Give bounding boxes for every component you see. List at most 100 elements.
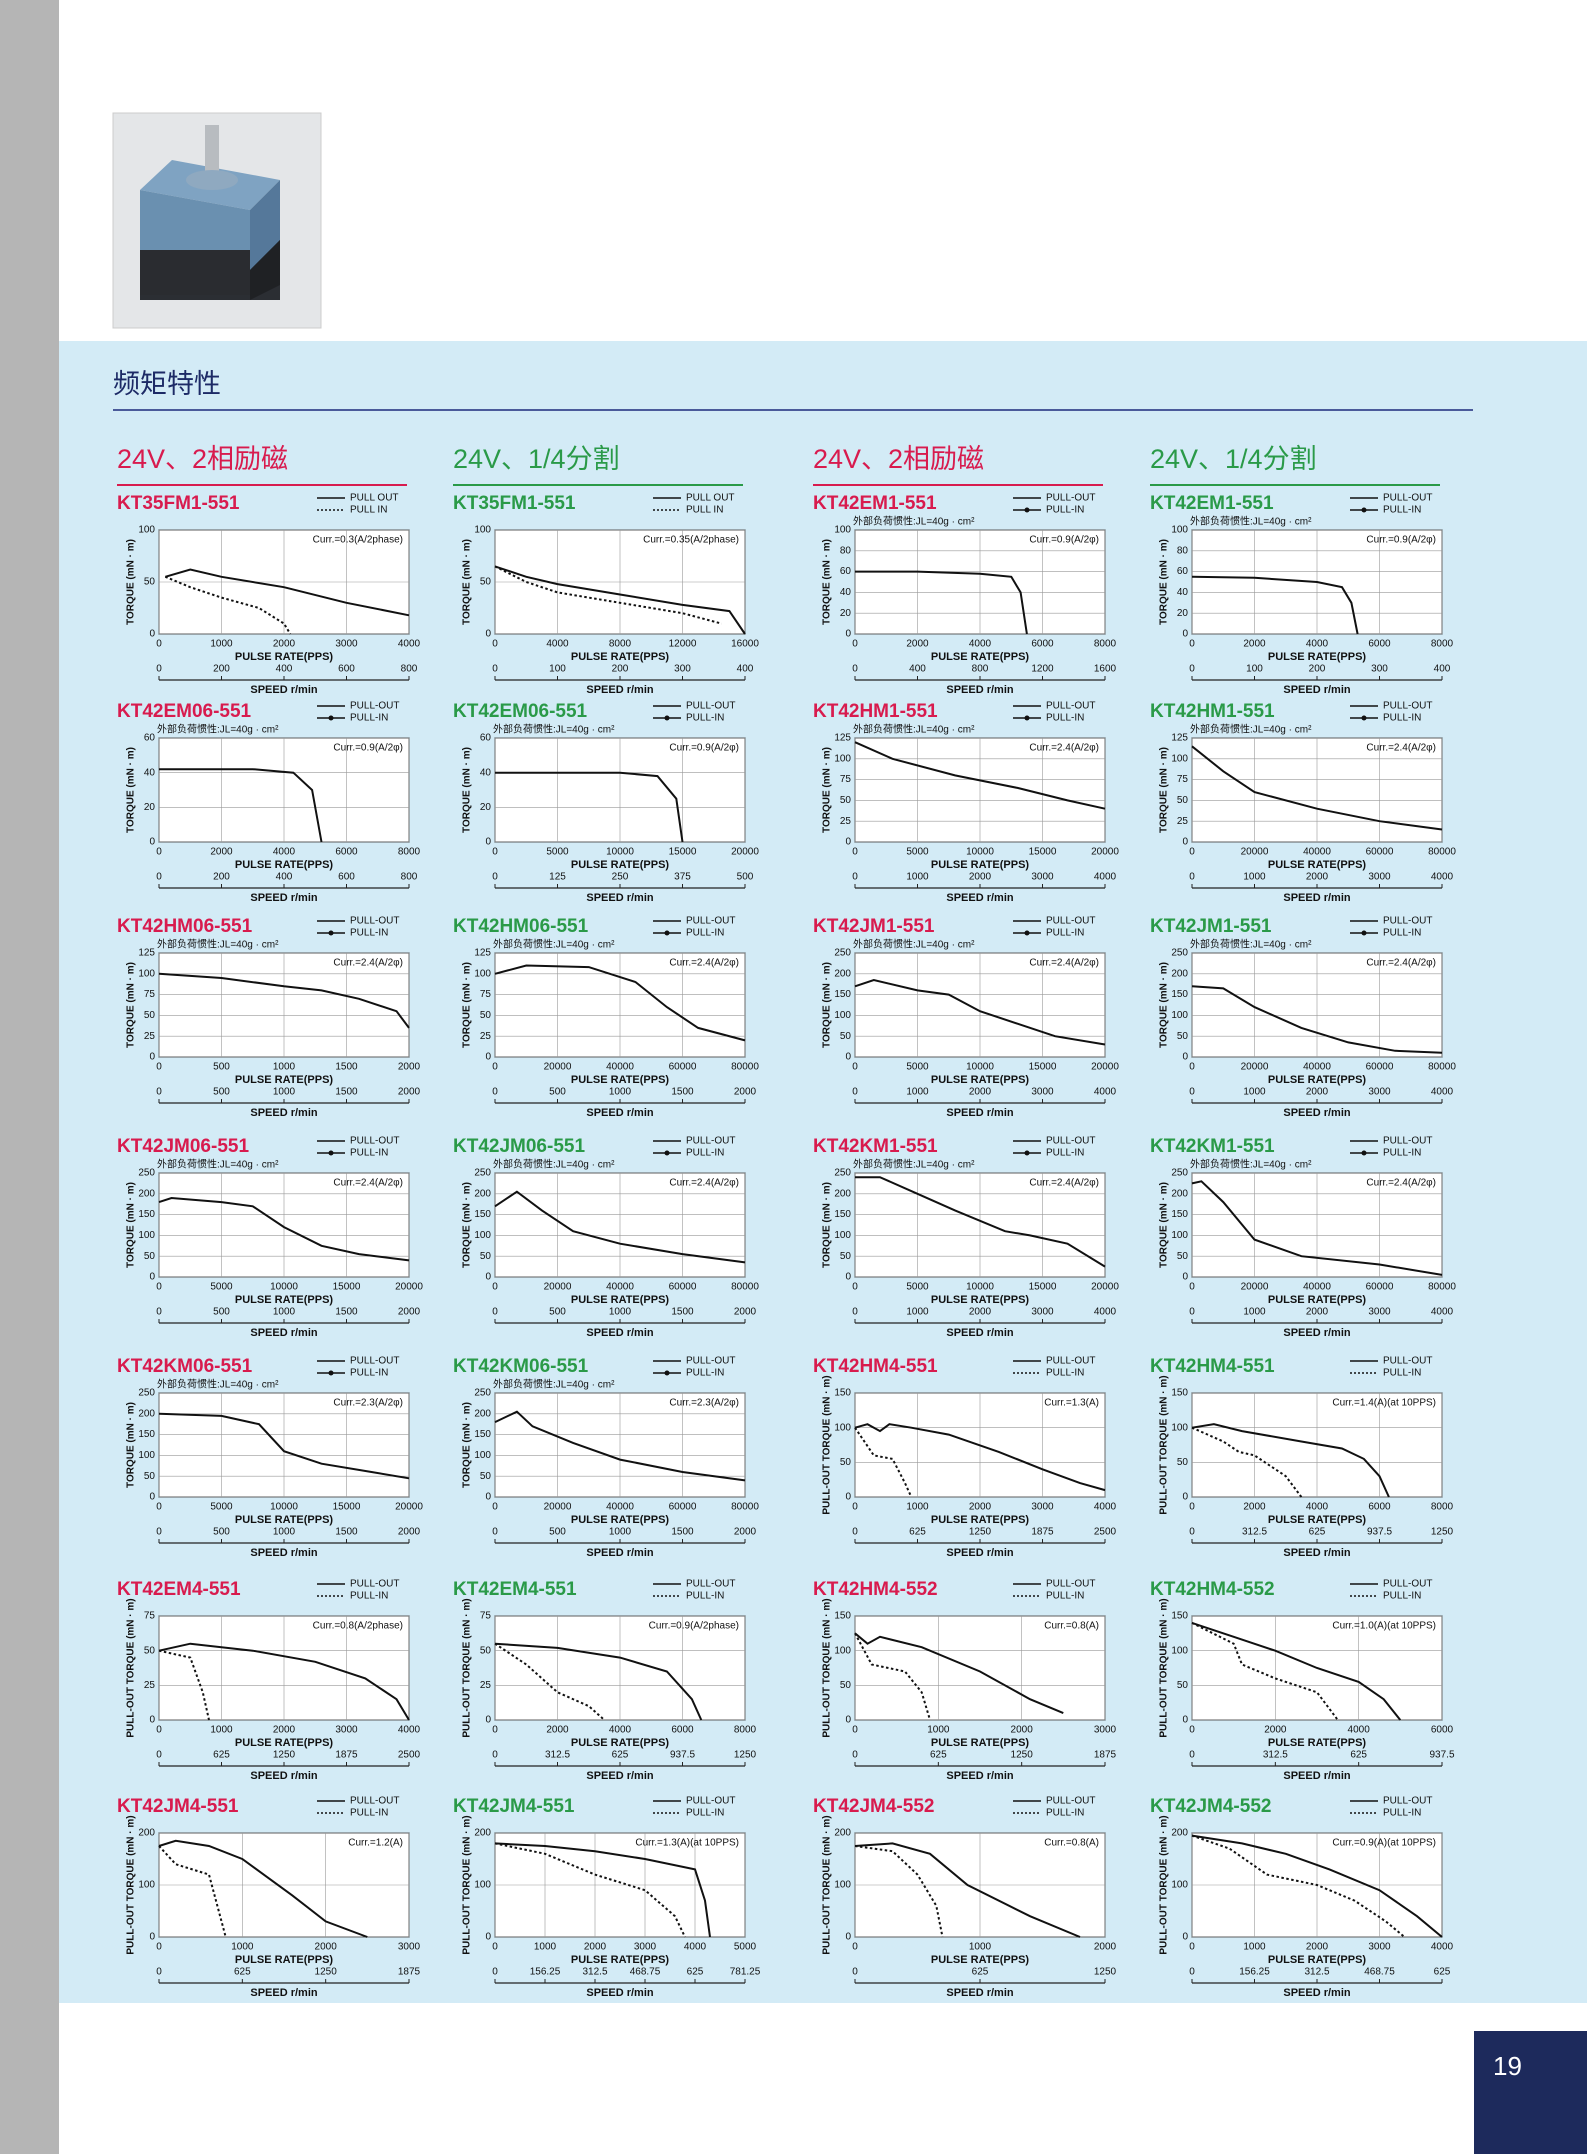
current-note: Curr.=0.9(A/2φ)	[333, 743, 403, 754]
speed-axis-label: SPEED r/min	[586, 892, 654, 904]
x-tick-label: 0	[492, 1062, 498, 1073]
x-axis-label: PULSE RATE(PPS)	[571, 1074, 670, 1086]
x-tick-label: 60000	[669, 1282, 697, 1293]
torque-curve	[854, 1632, 931, 1721]
y-tick-label: 125	[474, 948, 491, 959]
speed-tick-label: 0	[492, 1307, 498, 1318]
speed-tick-label: 4000	[1094, 1307, 1117, 1318]
torque-curve	[158, 1839, 368, 1938]
x-tick-label: 4000	[398, 639, 421, 650]
y-tick-label: 75	[480, 1611, 492, 1622]
x-tick-label: 0	[492, 847, 498, 858]
x-tick-label: 2000	[969, 1502, 992, 1513]
x-tick-label: 10000	[270, 1282, 298, 1293]
torque-curve	[158, 1845, 227, 1938]
y-tick-label: 100	[1171, 1010, 1188, 1021]
speed-axis-label: SPEED r/min	[1283, 1327, 1351, 1339]
legend-label: PULL-OUT	[1383, 493, 1432, 504]
speed-tick-label: 2000	[1306, 1307, 1329, 1318]
chart-title: KT42HM4-552	[1150, 1579, 1275, 1600]
chart-title: KT42KM06-551	[453, 1356, 589, 1377]
x-tick-label: 20000	[395, 1502, 423, 1513]
x-tick-label: 5000	[734, 1942, 757, 1953]
x-tick-label: 0	[156, 1725, 162, 1736]
speed-tick-label: 0	[1189, 1527, 1195, 1538]
y-axis-label: PULL-OUT TORQUE (mN · m)	[1159, 1815, 1170, 1954]
chart-title: KT42JM06-551	[453, 1136, 585, 1157]
y-tick-label: 0	[485, 629, 491, 640]
speed-tick-label: 800	[401, 872, 418, 883]
current-note: Curr.=1.4(A)(at 10PPS)	[1332, 1398, 1436, 1409]
x-tick-label: 3000	[335, 1725, 358, 1736]
speed-tick-label: 600	[338, 872, 355, 883]
y-tick-label: 40	[480, 767, 492, 778]
x-axis-label: PULSE RATE(PPS)	[1268, 1737, 1367, 1749]
speed-tick-label: 4000	[1431, 872, 1454, 883]
y-axis-label: PULL-OUT TORQUE (mN · m)	[462, 1598, 473, 1737]
speed-tick-label: 0	[492, 872, 498, 883]
torque-curve	[494, 1642, 606, 1721]
speed-tick-label: 0	[1189, 1087, 1195, 1098]
chart-title: KT42HM06-551	[117, 916, 253, 937]
x-tick-label: 1000	[969, 1942, 992, 1953]
column-header: 24V、2相励磁	[117, 444, 288, 474]
y-tick-label: 100	[138, 1450, 155, 1461]
speed-tick-label: 0	[852, 1087, 858, 1098]
x-tick-label: 4000	[609, 1725, 632, 1736]
y-tick-label: 250	[1171, 1168, 1188, 1179]
y-tick-label: 125	[138, 948, 155, 959]
y-tick-label: 250	[834, 948, 851, 959]
torque-curve	[158, 1649, 210, 1721]
legend-label: PULL-IN	[1046, 1148, 1084, 1159]
y-tick-label: 100	[138, 1880, 155, 1891]
y-axis-label: TORQUE (mN · m)	[1159, 1182, 1170, 1268]
speed-tick-label: 0	[852, 872, 858, 883]
legend-label: PULL-IN	[1046, 505, 1084, 516]
speed-tick-label: 400	[276, 872, 293, 883]
legend-dot	[1361, 1150, 1367, 1156]
x-tick-label: 4000	[398, 1725, 421, 1736]
speed-tick-label: 1500	[335, 1087, 358, 1098]
speed-tick-label: 625	[909, 1527, 926, 1538]
x-tick-label: 20000	[544, 1502, 572, 1513]
x-tick-label: 6000	[1031, 639, 1054, 650]
y-tick-label: 0	[845, 629, 851, 640]
speed-tick-label: 125	[549, 872, 566, 883]
speed-tick-label: 625	[1434, 1967, 1451, 1978]
speed-tick-label: 3000	[1368, 1087, 1391, 1098]
y-tick-label: 200	[834, 968, 851, 979]
speed-tick-label: 1000	[1243, 872, 1266, 883]
y-tick-label: 100	[1171, 1645, 1188, 1656]
legend-label: PULL-IN	[686, 713, 724, 724]
x-tick-label: 4000	[969, 639, 992, 650]
load-inertia: 外部负荷惯性:JL=40g · cm²	[1190, 515, 1312, 528]
chart-title: KT42EM4-551	[453, 1579, 577, 1600]
x-tick-label: 40000	[1303, 847, 1331, 858]
x-axis-label: PULSE RATE(PPS)	[571, 1514, 670, 1526]
x-tick-label: 2000	[546, 1725, 569, 1736]
torque-curve	[854, 1632, 1064, 1715]
torque-curve	[1191, 1180, 1443, 1276]
speed-tick-label: 2000	[398, 1087, 421, 1098]
legend-label: PULL-IN	[686, 1808, 724, 1819]
speed-tick-label: 300	[674, 664, 691, 675]
y-tick-label: 50	[1177, 1251, 1189, 1262]
legend-label: PULL-IN	[686, 1368, 724, 1379]
speed-axis-label: SPEED r/min	[1283, 892, 1351, 904]
y-tick-label: 25	[1177, 816, 1189, 827]
y-tick-label: 50	[840, 1251, 852, 1262]
x-tick-label: 6000	[1368, 1502, 1391, 1513]
y-tick-label: 25	[144, 1680, 156, 1691]
y-axis-label: TORQUE (mN · m)	[1159, 962, 1170, 1048]
y-tick-label: 200	[1171, 968, 1188, 979]
torque-curve	[854, 1845, 944, 1938]
x-tick-label: 60000	[669, 1502, 697, 1513]
x-axis-label: PULSE RATE(PPS)	[1268, 859, 1367, 871]
load-inertia: 外部负荷惯性:JL=40g · cm²	[853, 515, 975, 528]
speed-tick-label: 0	[492, 1967, 498, 1978]
speed-axis-label: SPEED r/min	[946, 1327, 1014, 1339]
speed-tick-label: 1250	[969, 1527, 992, 1538]
y-tick-label: 80	[1177, 545, 1189, 556]
